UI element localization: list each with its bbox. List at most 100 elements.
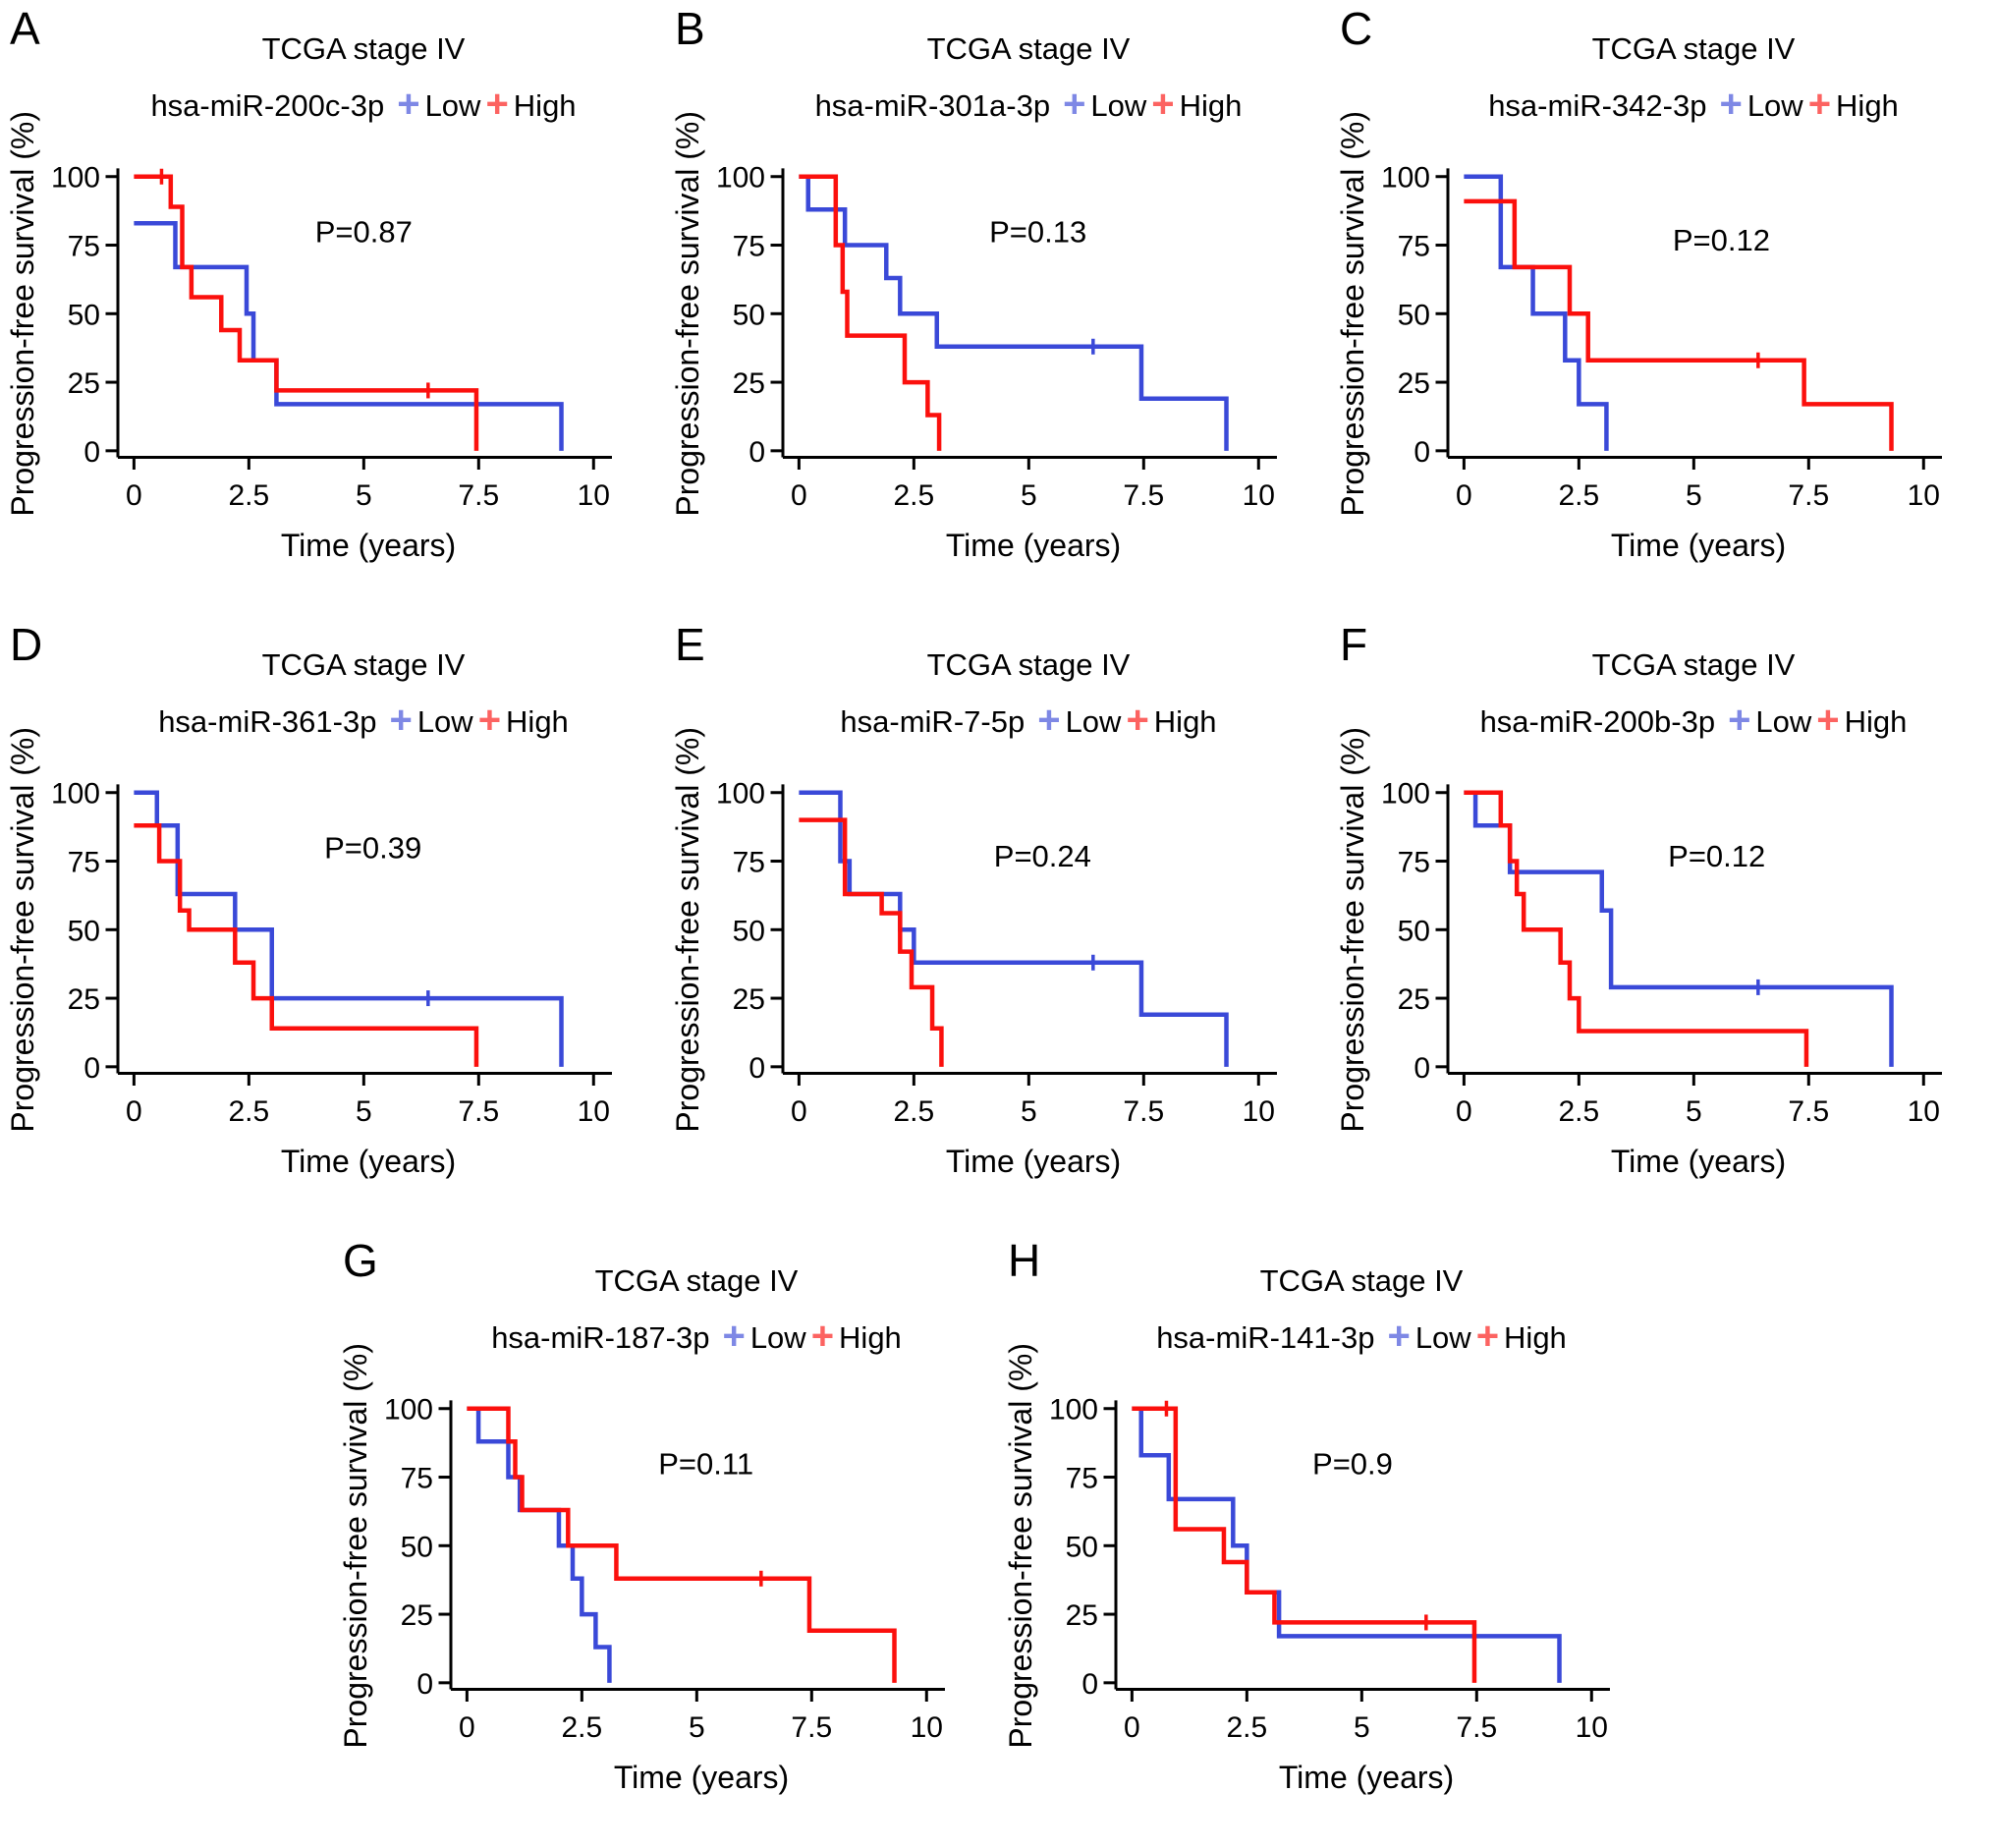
p-value-label: P=0.12 <box>1673 223 1770 257</box>
legend-low-marker-icon: + <box>722 1315 746 1358</box>
survival-curve-high <box>467 1406 897 1683</box>
p-value-label: P=0.11 <box>658 1447 753 1482</box>
y-tick-label: 25 <box>401 1599 433 1632</box>
y-tick-label: 0 <box>748 1052 765 1085</box>
x-tick-label: 10 <box>578 1095 610 1128</box>
panel-legend: hsa-miR-200b-3p + Low + High <box>1379 700 1996 744</box>
legend-gene-label: hsa-miR-361-3p <box>158 704 377 739</box>
x-tick-label: 7.5 <box>1123 1095 1164 1128</box>
legend-low-marker-icon: + <box>1387 1315 1411 1358</box>
y-tick-label: 75 <box>733 847 765 879</box>
x-tick-label: 10 <box>1243 1095 1275 1128</box>
legend-gene-label: hsa-miR-342-3p <box>1488 88 1707 123</box>
y-axis-title: Progression-free survival (%) <box>338 1343 373 1749</box>
legend-high-marker-icon: + <box>1126 699 1149 742</box>
y-axis-title: Progression-free survival (%) <box>670 727 705 1133</box>
p-value-label: P=0.13 <box>989 215 1086 250</box>
survival-curve-high <box>1464 198 1894 451</box>
legend-low-marker-icon: + <box>1728 699 1751 742</box>
x-tick-label: 2.5 <box>1226 1711 1267 1744</box>
y-axis-title: Progression-free survival (%) <box>5 111 40 517</box>
panel-letter: D <box>10 619 43 670</box>
y-tick-label: 50 <box>68 299 100 331</box>
survival-curve-high <box>1464 790 1809 1067</box>
panel-title: TCGA stage IV <box>926 647 1131 682</box>
legend-high-label: High <box>506 704 569 739</box>
y-tick-label: 0 <box>748 436 765 469</box>
x-tick-label: 2.5 <box>228 479 269 512</box>
km-panel: D TCGA stage IV hsa-miR-361-3p + Low + H… <box>0 616 665 1232</box>
km-panel: F TCGA stage IV hsa-miR-200b-3p + Low + … <box>1330 616 1995 1232</box>
survival-curve-high <box>799 817 944 1067</box>
x-tick-label: 5 <box>1686 479 1702 512</box>
y-tick-label: 100 <box>716 778 765 811</box>
y-tick-label: 100 <box>1381 162 1430 195</box>
legend-low-label: Low <box>1065 704 1122 739</box>
panel-legend: hsa-miR-342-3p + Low + High <box>1379 84 1996 128</box>
x-tick-label: 5 <box>356 479 372 512</box>
figure-row: A TCGA stage IV hsa-miR-200c-3p + Low + … <box>0 0 1996 616</box>
survival-curve-low <box>799 790 1229 1067</box>
y-tick-label: 100 <box>51 778 100 811</box>
x-axis-title: Time (years) <box>281 1144 456 1179</box>
x-tick-label: 5 <box>1354 1711 1370 1744</box>
x-tick-label: 5 <box>1021 1095 1037 1128</box>
panel-title: TCGA stage IV <box>1591 647 1796 682</box>
legend-high-label: High <box>1836 88 1899 123</box>
p-value-label: P=0.87 <box>315 215 413 250</box>
p-value-label: P=0.39 <box>324 831 421 866</box>
legend-high-marker-icon: + <box>1475 1315 1500 1358</box>
legend-low-label: Low <box>1090 88 1147 123</box>
y-tick-label: 50 <box>68 915 100 947</box>
x-tick-label: 0 <box>126 479 142 512</box>
x-tick-label: 0 <box>1456 479 1472 512</box>
legend-low-label: Low <box>424 88 481 123</box>
x-axis-title: Time (years) <box>946 528 1121 563</box>
y-tick-label: 50 <box>733 299 765 331</box>
km-panel: E TCGA stage IV hsa-miR-7-5p + Low + Hig… <box>665 616 1330 1232</box>
legend-high-marker-icon: + <box>485 83 509 126</box>
legend-gene-label: hsa-miR-7-5p <box>840 704 1026 739</box>
panel-title: TCGA stage IV <box>926 31 1131 66</box>
legend-low-marker-icon: + <box>1719 83 1743 126</box>
y-tick-label: 75 <box>1066 1463 1098 1495</box>
x-tick-label: 5 <box>356 1095 372 1128</box>
p-value-label: P=0.9 <box>1312 1447 1393 1482</box>
legend-gene-label: hsa-miR-141-3p <box>1156 1320 1375 1355</box>
y-tick-label: 75 <box>401 1463 433 1495</box>
legend-high-label: High <box>1844 704 1908 739</box>
p-value-label: P=0.12 <box>1668 839 1765 873</box>
x-tick-label: 5 <box>1021 479 1037 512</box>
y-tick-label: 50 <box>733 915 765 947</box>
y-tick-label: 0 <box>83 1052 100 1085</box>
panel-letter: H <box>1008 1235 1041 1286</box>
panel-letter: B <box>675 3 705 54</box>
p-value-label: P=0.24 <box>994 839 1091 873</box>
y-tick-label: 100 <box>384 1394 433 1427</box>
legend-low-label: Low <box>1414 1320 1471 1355</box>
x-tick-label: 2.5 <box>893 479 934 512</box>
legend-low-marker-icon: + <box>389 699 413 742</box>
legend-low-marker-icon: + <box>1063 83 1086 126</box>
legend-high-marker-icon: + <box>477 699 502 742</box>
legend-high-label: High <box>839 1320 902 1355</box>
y-axis-title: Progression-free survival (%) <box>5 727 40 1133</box>
y-tick-label: 25 <box>733 983 765 1016</box>
x-tick-label: 7.5 <box>1456 1711 1497 1744</box>
legend-high-marker-icon: + <box>1816 699 1840 742</box>
panel-legend: hsa-miR-187-3p + Low + High <box>382 1316 1011 1360</box>
y-tick-label: 100 <box>1381 778 1430 811</box>
y-tick-label: 75 <box>1398 847 1430 879</box>
legend-high-label: High <box>1504 1320 1567 1355</box>
figure-row: D TCGA stage IV hsa-miR-361-3p + Low + H… <box>0 616 1996 1232</box>
y-tick-label: 75 <box>68 231 100 263</box>
legend-gene-label: hsa-miR-200b-3p <box>1479 704 1716 739</box>
legend-high-label: High <box>1153 704 1217 739</box>
panel-title: TCGA stage IV <box>261 31 466 66</box>
y-tick-label: 0 <box>416 1668 433 1701</box>
km-panel: C TCGA stage IV hsa-miR-342-3p + Low + H… <box>1330 0 1995 616</box>
